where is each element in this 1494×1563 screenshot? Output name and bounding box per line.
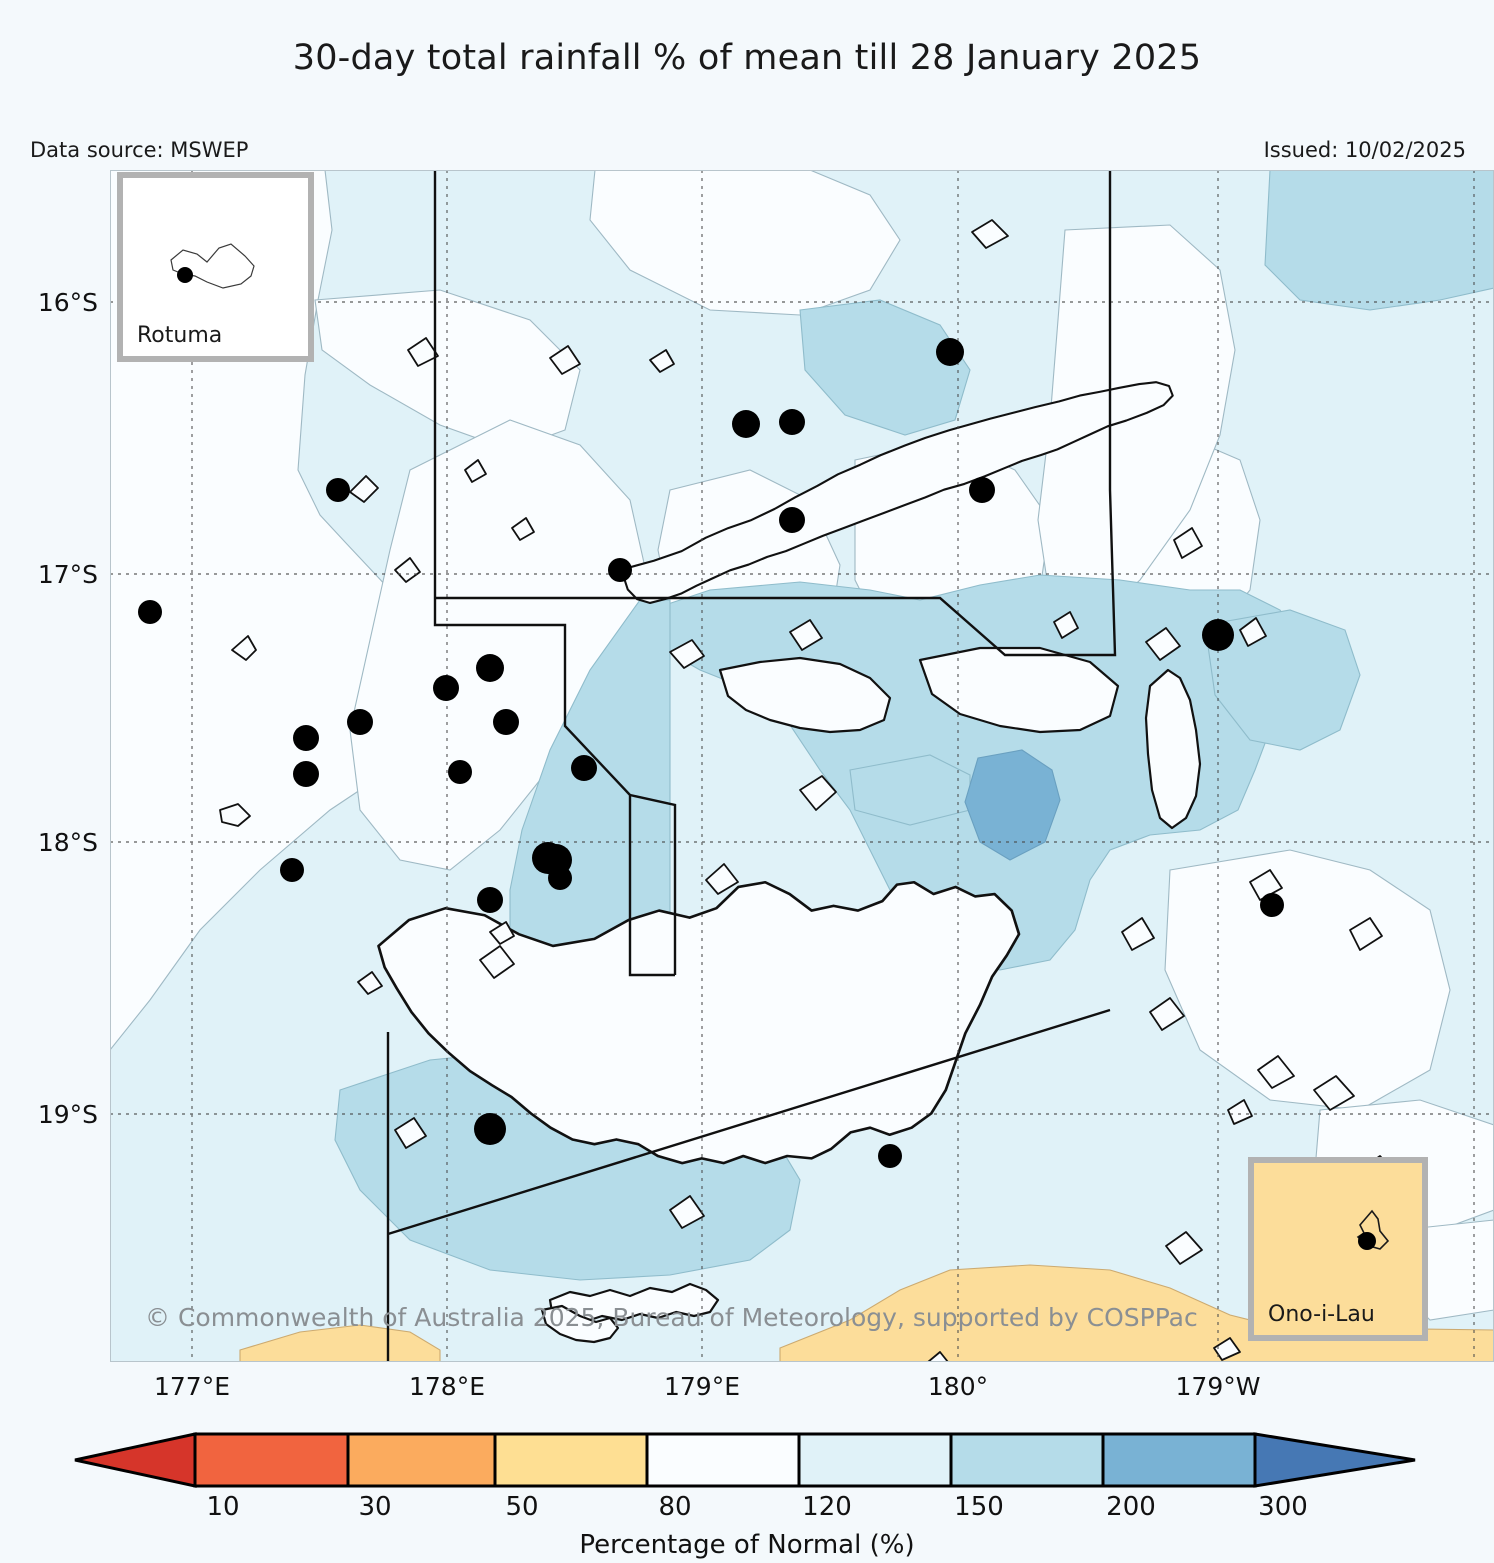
colorbar-cell-50-80	[493, 1432, 649, 1488]
lon-label: 177°E	[153, 1372, 231, 1401]
colorbar-tick: 50	[505, 1492, 539, 1522]
colorbar-cell-150-200	[949, 1432, 1105, 1488]
lon-label: 179°E	[663, 1372, 741, 1401]
colorbar-cell-80-120	[645, 1432, 801, 1488]
data-source-label: Data source: MSWEP	[30, 138, 249, 162]
inset-rotuma-label: Rotuma	[137, 323, 223, 348]
inset-rotuma[interactable]: Rotuma	[117, 172, 314, 362]
lat-label: 16°S	[37, 288, 98, 317]
rainfall-map[interactable]	[110, 170, 1494, 1362]
inset-ono-i-lau[interactable]: Ono-i-Lau	[1248, 1157, 1428, 1341]
colorbar-tick: 150	[954, 1492, 1004, 1522]
colorbar-swatches	[74, 1432, 1416, 1488]
page-title: 30-day total rainfall % of mean till 28 …	[292, 38, 1202, 78]
colorbar-tick: 200	[1106, 1492, 1156, 1522]
colorbar-under-arrow	[74, 1432, 197, 1488]
colorbar-tick: 80	[658, 1492, 692, 1522]
colorbar-cell-30-50	[346, 1432, 497, 1488]
inset-ono-i-lau-map	[1356, 1209, 1390, 1250]
ono-i-lau-station-marker[interactable]	[1358, 1232, 1376, 1250]
colorbar: 10 30 50 80 120 150 200 300 Percentage o…	[0, 1432, 1494, 1563]
lat-label: 18°S	[37, 828, 98, 857]
lat-label: 17°S	[37, 560, 98, 589]
colorbar-cell-200-300	[1101, 1432, 1257, 1488]
inset-ono-i-lau-label: Ono-i-Lau	[1268, 1302, 1375, 1327]
field-band-200-300	[964, 749, 1061, 861]
graticule	[110, 170, 1494, 1362]
lon-label: 179°W	[1175, 1372, 1261, 1401]
colorbar-tick: 300	[1258, 1492, 1308, 1522]
lon-label: 178°E	[408, 1372, 486, 1401]
issued-date-label: Issued: 10/02/2025	[1263, 138, 1466, 162]
colorbar-tick: 30	[358, 1492, 392, 1522]
station-markers[interactable]	[138, 338, 1284, 1168]
colorbar-tick: 120	[802, 1492, 852, 1522]
colorbar-tick: 10	[206, 1492, 240, 1522]
colorbar-over-arrow	[1253, 1432, 1416, 1488]
lon-label: 180°	[927, 1372, 989, 1401]
colorbar-axis-label: Percentage of Normal (%)	[579, 1530, 915, 1560]
map-canvas	[110, 170, 1494, 1362]
inset-rotuma-map	[170, 243, 255, 289]
rotuma-station-marker[interactable]	[177, 267, 193, 283]
colorbar-cell-10-30	[193, 1432, 350, 1488]
territory-boundaries	[386, 170, 1117, 1362]
colorbar-cell-120-150	[797, 1432, 953, 1488]
lat-label: 19°S	[37, 1100, 98, 1129]
